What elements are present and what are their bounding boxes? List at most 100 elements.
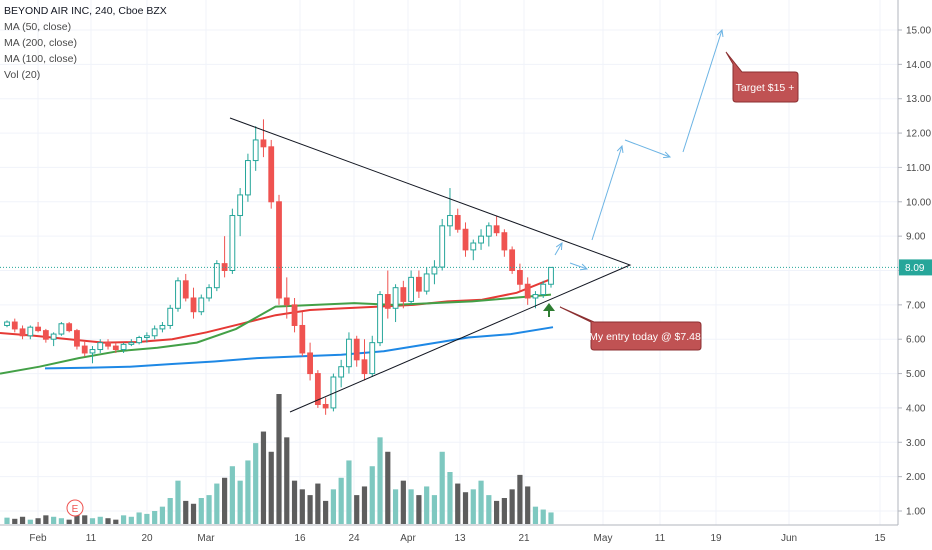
y-tick-label-4: 5.00 [906, 369, 926, 380]
volume-bar-52 [408, 489, 414, 524]
candle-body-63 [493, 225, 500, 234]
candle-36 [283, 277, 290, 319]
x-tick-label-5: 24 [348, 533, 360, 544]
volume-bar-42 [330, 489, 336, 524]
volume-bar-60 [470, 489, 476, 524]
volume-bar-37 [291, 480, 298, 524]
candle-body-39 [307, 352, 313, 375]
candle-60 [470, 239, 477, 261]
volume-bar-62 [486, 495, 492, 524]
y-tick-label-2: 3.00 [906, 438, 926, 449]
candle-body-22 [175, 280, 181, 309]
target-callout-text: Target $15 + [736, 82, 795, 94]
candle-2 [19, 325, 26, 340]
candle-18 [143, 332, 150, 343]
candle-37 [291, 297, 298, 333]
x-tick-label-1: 11 [86, 533, 97, 544]
candle-body-61 [478, 235, 484, 244]
volume-bar-32 [253, 443, 259, 524]
y-tick-label-14: 15.00 [906, 26, 931, 37]
candle-69 [540, 280, 547, 298]
volume-bar-15 [120, 515, 127, 524]
candle-44 [346, 332, 352, 374]
ma100-line [0, 293, 552, 375]
entry-callout [559, 306, 702, 351]
candle-4 [35, 322, 41, 333]
candle-body-57 [447, 215, 453, 227]
x-tick-label-11: 19 [710, 533, 722, 544]
candle-body-68 [532, 294, 539, 299]
candle-56 [439, 218, 446, 271]
entry-callout-text: My entry today @ $7.48 [589, 331, 701, 343]
y-tick-label-9: 10.00 [906, 197, 931, 208]
candle-body-7 [58, 323, 65, 335]
volume-bar-44 [346, 460, 352, 524]
volume-bar-33 [260, 431, 267, 524]
candle-body-24 [190, 297, 197, 313]
candle-30 [237, 188, 244, 237]
candle-54 [423, 267, 430, 295]
candle-body-48 [377, 294, 383, 344]
candle-50 [392, 284, 399, 323]
projection-arrow-5 [682, 29, 723, 153]
chart-legend: BEYOND AIR INC, 240, Cboe BZX MA (50, cl… [4, 3, 167, 83]
volume-bar-6 [51, 516, 57, 524]
candle-62 [485, 222, 492, 247]
volume-bar-35 [276, 394, 282, 524]
indicator-volume[interactable]: Vol (20) [4, 69, 41, 81]
x-tick-label-3: Mar [197, 533, 215, 544]
candle-body-18 [143, 335, 150, 338]
candle-body-38 [299, 324, 306, 354]
candle-24 [190, 287, 197, 319]
candle-body-44 [346, 338, 352, 368]
candle-body-8 [66, 323, 73, 332]
indicator-ma200[interactable]: MA (200, close) [4, 37, 77, 49]
ma50-line [0, 278, 552, 344]
candle-10 [81, 340, 88, 357]
target-callout [725, 51, 799, 103]
candle-body-46 [361, 359, 368, 375]
volume-bar-66 [517, 474, 523, 524]
volume-bar-64 [501, 498, 507, 524]
candle-body-26 [206, 287, 212, 299]
candle-49 [384, 270, 391, 319]
candle-32 [252, 126, 259, 171]
volume-bar-53 [416, 495, 422, 524]
symbol-title[interactable]: BEYOND AIR INC, 240, Cboe BZX [4, 5, 167, 17]
earnings-marker-label: E [72, 504, 79, 515]
candle-47 [369, 335, 376, 378]
indicator-ma100[interactable]: MA (100, close) [4, 53, 77, 65]
x-tick-label-10: 11 [655, 533, 666, 544]
candle-31 [245, 153, 251, 202]
candle-body-0 [4, 321, 10, 326]
entry-arrow-icon [543, 303, 555, 317]
y-tick-label-1: 2.00 [906, 472, 926, 483]
y-tick-label-0: 1.00 [906, 507, 926, 518]
x-tick-label-0: Feb [29, 533, 47, 544]
candle-9 [74, 328, 80, 350]
candle-body-3 [27, 326, 34, 337]
candle-16 [128, 339, 135, 347]
candle-body-25 [198, 297, 205, 313]
candle-11 [89, 346, 96, 364]
triangle-pattern [229, 117, 632, 413]
candle-body-30 [237, 194, 244, 217]
earnings-marker-icon [66, 499, 84, 517]
volume-bar-23 [183, 500, 189, 524]
volume-bar-67 [525, 486, 531, 524]
candle-19 [151, 325, 158, 340]
indicator-ma50[interactable]: MA (50, close) [4, 21, 72, 33]
candle-body-36 [283, 297, 290, 306]
volume-bar-10 [82, 515, 88, 524]
volume-bar-57 [447, 472, 453, 524]
volume-bar-61 [478, 480, 484, 524]
volume-bar-2 [19, 516, 26, 524]
volume-bar-29 [229, 466, 235, 524]
candle-body-45 [353, 338, 360, 361]
volume-bar-68 [532, 506, 539, 524]
x-tick-label-2: 20 [141, 533, 153, 544]
candle-27 [213, 260, 220, 292]
volume-bar-65 [509, 489, 515, 524]
volume-bar-4 [35, 518, 41, 524]
